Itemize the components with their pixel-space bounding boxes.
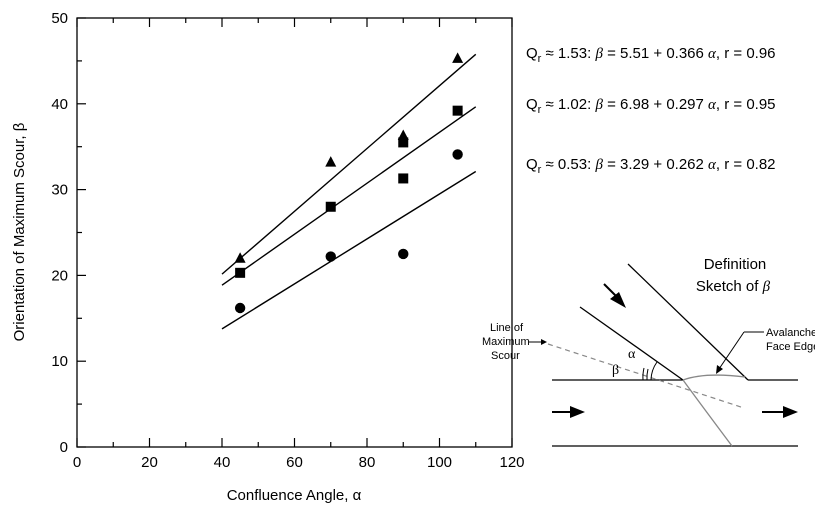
avalanche-face-edge-top <box>682 374 746 381</box>
fit-equation-circle: Qr ≈ 0.53: β = 3.29 + 0.262 α, r = 0.82 <box>526 156 776 176</box>
x-tick-label: 0 <box>73 454 81 471</box>
x-tick-label: 80 <box>359 454 376 471</box>
avalanche-label-1: Avalanche <box>766 327 815 339</box>
line-of-max-scour-label-3: Scour <box>491 350 520 362</box>
definition-sketch: Definition Sketch of β α β <box>482 256 815 447</box>
point-square <box>452 105 463 116</box>
avalanche-face-edge-bottom <box>682 379 733 447</box>
tributary-upper-bank <box>627 263 749 381</box>
fit-line-circle <box>221 170 477 330</box>
avalanche-label-2: Face Edge <box>766 341 815 353</box>
sketch-title-line2: Sketch of β <box>696 278 771 295</box>
y-tick-label: 20 <box>51 267 68 284</box>
fit-line-square <box>221 106 477 286</box>
y-tick-label: 50 <box>51 10 68 27</box>
x-tick-label: 120 <box>499 454 524 471</box>
alpha-arc <box>650 361 658 381</box>
x-tick-label: 60 <box>286 454 303 471</box>
fit-equations: Qr ≈ 1.53: β = 5.51 + 0.366 α, r = 0.96 Q… <box>526 45 776 176</box>
scour-label-arrowhead <box>541 339 547 345</box>
flow-arrow-tributary <box>603 283 626 308</box>
line-of-max-scour-label-2: Maximum <box>482 336 530 348</box>
beta-arc-2 <box>642 367 645 381</box>
x-tick-label: 20 <box>141 454 158 471</box>
alpha-symbol: α <box>628 347 636 362</box>
beta-symbol: β <box>612 363 619 378</box>
point-circle <box>398 248 409 260</box>
axis-ticks: 0 20 40 60 80 100 120 0 10 20 30 40 50 <box>51 10 524 471</box>
line-of-max-scour-label-1: Line of <box>490 322 524 334</box>
y-axis-label: Orientation of Maximum Scour, β <box>11 122 28 341</box>
fit-equation-triangle: Qr ≈ 1.53: β = 5.51 + 0.366 α, r = 0.96 <box>526 45 776 65</box>
point-circle <box>234 302 246 314</box>
point-triangle <box>325 156 337 167</box>
fit-lines <box>221 53 477 330</box>
data-points <box>234 52 464 314</box>
y-tick-label: 40 <box>51 96 68 113</box>
x-tick-label: 100 <box>427 454 452 471</box>
point-square <box>325 201 336 212</box>
y-tick-label: 30 <box>51 182 68 199</box>
point-circle <box>325 251 336 262</box>
flow-arrow-left <box>552 406 585 418</box>
avalanche-leader-d <box>718 331 745 370</box>
x-axis-label: Confluence Angle, α <box>227 487 362 504</box>
point-square <box>235 267 246 278</box>
point-triangle <box>234 252 246 263</box>
flow-arrow-right <box>762 406 798 418</box>
y-tick-label: 10 <box>51 353 68 370</box>
fit-equation-square: Qr ≈ 1.02: β = 6.98 + 0.297 α, r = 0.95 <box>526 96 776 116</box>
line-of-max-scour <box>547 343 745 409</box>
beta-arc-1 <box>646 368 649 381</box>
y-tick-label: 0 <box>60 439 68 456</box>
fit-line-triangle <box>221 53 477 275</box>
sketch-title-line1: Definition <box>704 256 767 273</box>
point-triangle <box>452 52 464 63</box>
tributary-lower-bank <box>579 306 684 381</box>
plot-frame <box>76 17 513 448</box>
point-square <box>398 137 409 148</box>
avalanche-leader-arrowhead <box>716 365 723 374</box>
point-square <box>398 173 409 184</box>
point-circle <box>452 149 463 160</box>
x-tick-label: 40 <box>214 454 231 471</box>
